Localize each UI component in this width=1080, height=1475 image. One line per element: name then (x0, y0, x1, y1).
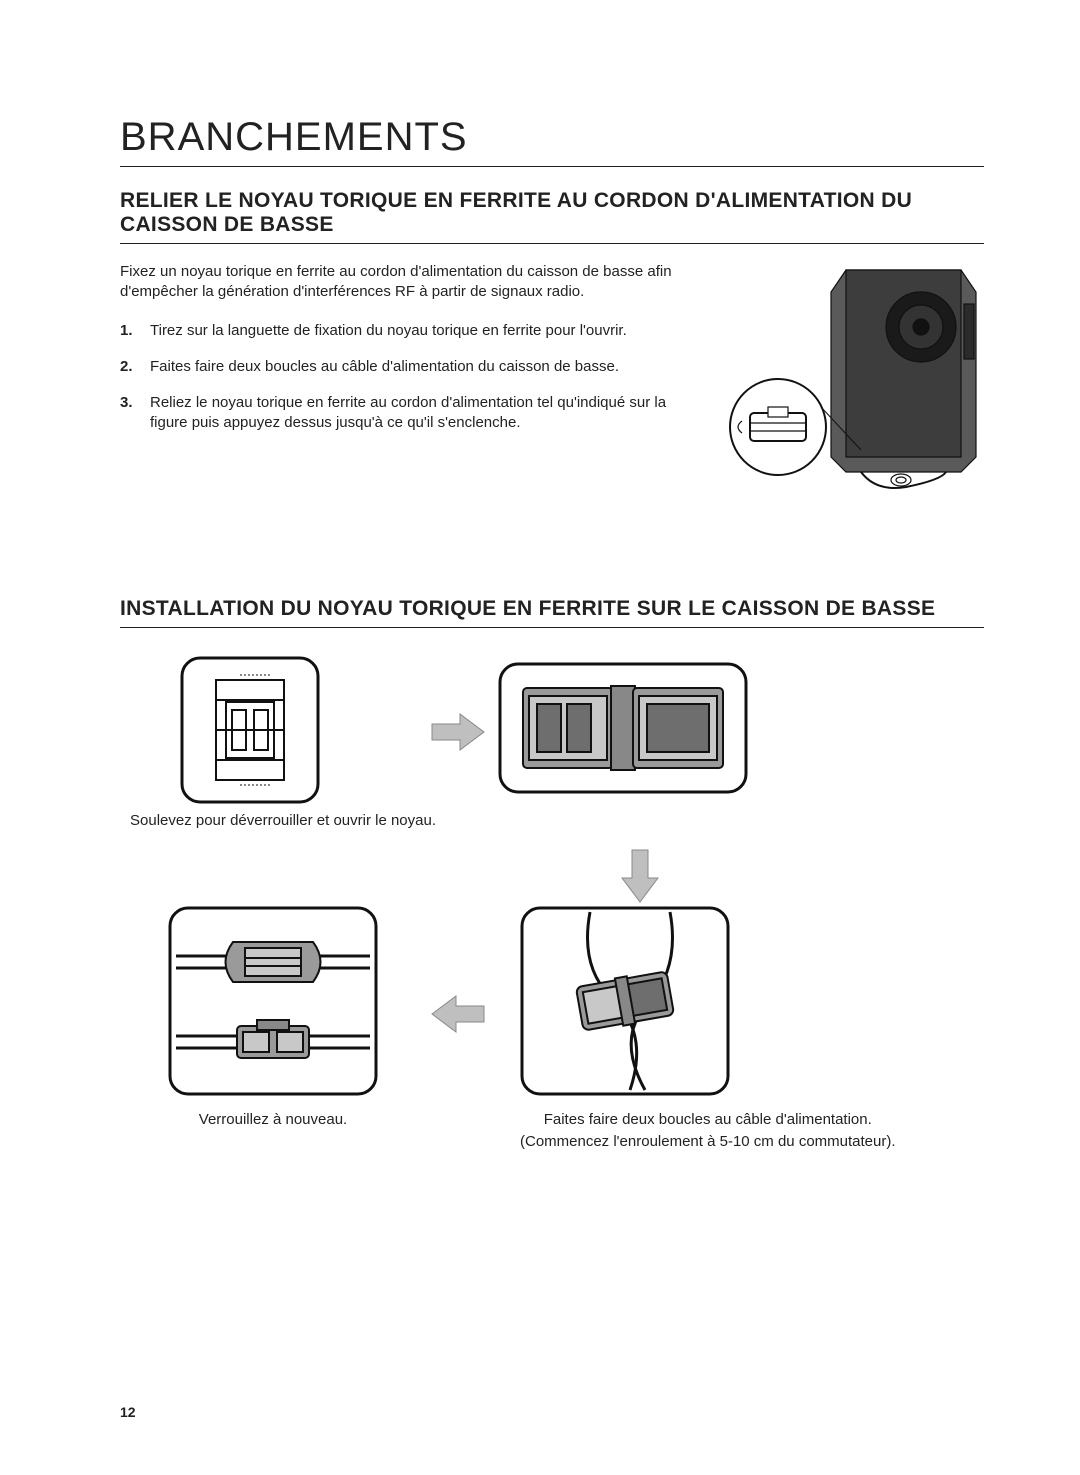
arrow-right-icon (430, 712, 486, 757)
step-item: Faites faire deux boucles au câble d'ali… (140, 357, 698, 377)
arrow-down-icon (620, 848, 660, 909)
section1-content: Fixez un noyau torique en ferrite au cor… (120, 262, 984, 507)
section1-title: RELIER LE NOYAU TORIQUE EN FERRITE AU CO… (120, 189, 984, 244)
figure-locked-core: Verrouillez à nouveau. (168, 906, 378, 1130)
figure-closed-core (180, 656, 320, 804)
figure-closed-caption: Soulevez pour déverrouiller et ouvrir le… (130, 812, 436, 829)
section2-title: INSTALLATION DU NOYAU TORIQUE EN FERRITE… (120, 597, 984, 628)
section1-lead: Fixez un noyau torique en ferrite au cor… (120, 262, 698, 303)
step-item: Tirez sur la languette de fixation du no… (140, 321, 698, 341)
arrow-left-icon (430, 994, 486, 1039)
step-item: Reliez le noyau torique en ferrite au co… (140, 393, 698, 434)
subwoofer-figure (726, 262, 984, 507)
figure-cable-caption-1: Faites faire deux boucles au câble d'ali… (520, 1110, 896, 1130)
section1-steps: Tirez sur la languette de fixation du no… (120, 321, 698, 434)
figure-locked-caption: Verrouillez à nouveau. (168, 1110, 378, 1130)
page-title: BRANCHEMENTS (120, 115, 984, 167)
figure-cable-wrapped: Faites faire deux boucles au câble d'ali… (520, 906, 896, 1153)
section2-figures: Soulevez pour déverrouiller et ouvrir le… (120, 646, 984, 1166)
figure-open-core (498, 662, 748, 794)
page-number: 12 (120, 1404, 136, 1420)
figure-cable-caption-2: (Commencez l'enroulement à 5-10 cm du co… (520, 1132, 896, 1152)
